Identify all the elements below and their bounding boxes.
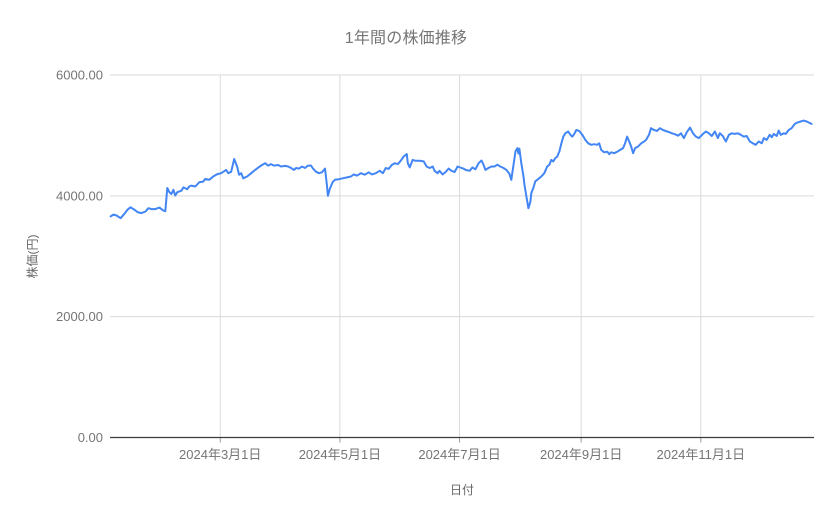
x-tick-label: 2024年3月1日 bbox=[179, 447, 261, 462]
y-tick-label: 0.00 bbox=[78, 430, 103, 445]
y-tick-label: 4000.00 bbox=[56, 188, 103, 203]
x-tick-label: 2024年11月1日 bbox=[656, 447, 745, 462]
x-tick-label: 2024年5月1日 bbox=[299, 447, 381, 462]
x-tick-label: 2024年7月1日 bbox=[418, 447, 500, 462]
x-axis-title: 日付 bbox=[449, 483, 474, 497]
y-tick-label: 6000.00 bbox=[56, 68, 103, 83]
chart-title: 1年間の株価推移 bbox=[344, 30, 468, 47]
price-line bbox=[109, 119, 813, 220]
y-tick-label: 2000.00 bbox=[56, 309, 103, 324]
x-tick-label: 2024年9月1日 bbox=[540, 447, 622, 462]
